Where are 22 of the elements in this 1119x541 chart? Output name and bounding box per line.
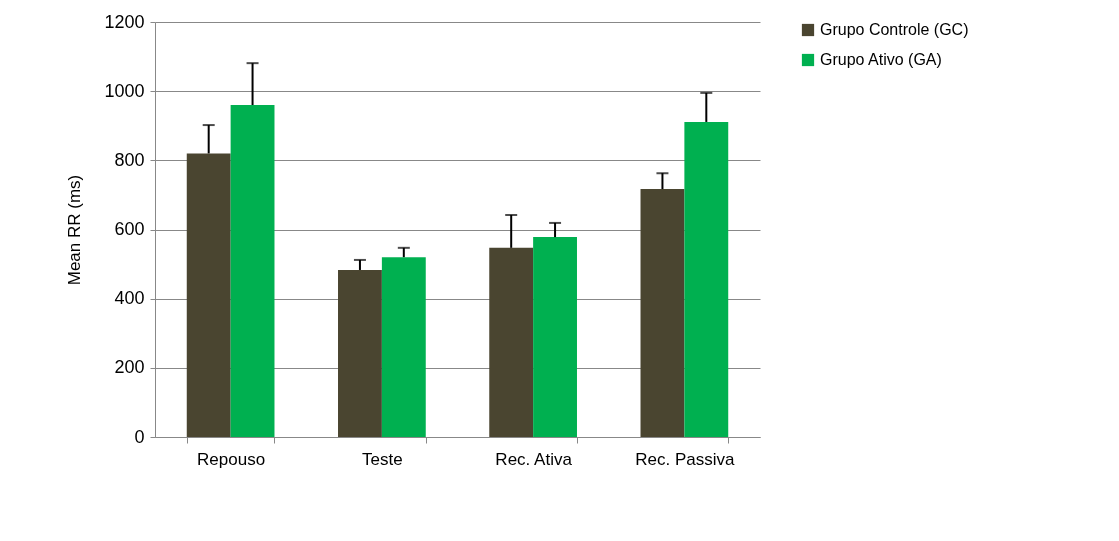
bar bbox=[489, 247, 534, 437]
x-tick-label: Rec. Ativa bbox=[495, 449, 573, 469]
legend-label: Grupo Controle (GC) bbox=[820, 21, 969, 38]
bar bbox=[533, 237, 577, 437]
y-tick-label: 1200 bbox=[104, 11, 145, 32]
bar bbox=[230, 105, 275, 437]
x-tick-label: Rec. Passiva bbox=[635, 449, 736, 469]
y-tick-label: 800 bbox=[114, 149, 145, 170]
x-tick-label: Repouso bbox=[197, 449, 266, 469]
y-tick-label: 1000 bbox=[104, 80, 145, 101]
y-tick-label: 0 bbox=[134, 426, 145, 447]
y-axis-title: Mean RR (ms) bbox=[65, 174, 85, 286]
x-tick-label: Teste bbox=[362, 449, 403, 469]
y-tick-label: 200 bbox=[114, 357, 145, 378]
bar bbox=[684, 121, 729, 437]
bar bbox=[338, 269, 382, 437]
legend-label: Grupo Ativo (GA) bbox=[820, 51, 942, 68]
y-tick-label: 600 bbox=[114, 219, 145, 239]
bar bbox=[186, 153, 231, 437]
bar bbox=[381, 257, 426, 437]
bar bbox=[640, 189, 685, 437]
y-tick-label: 400 bbox=[114, 288, 145, 309]
